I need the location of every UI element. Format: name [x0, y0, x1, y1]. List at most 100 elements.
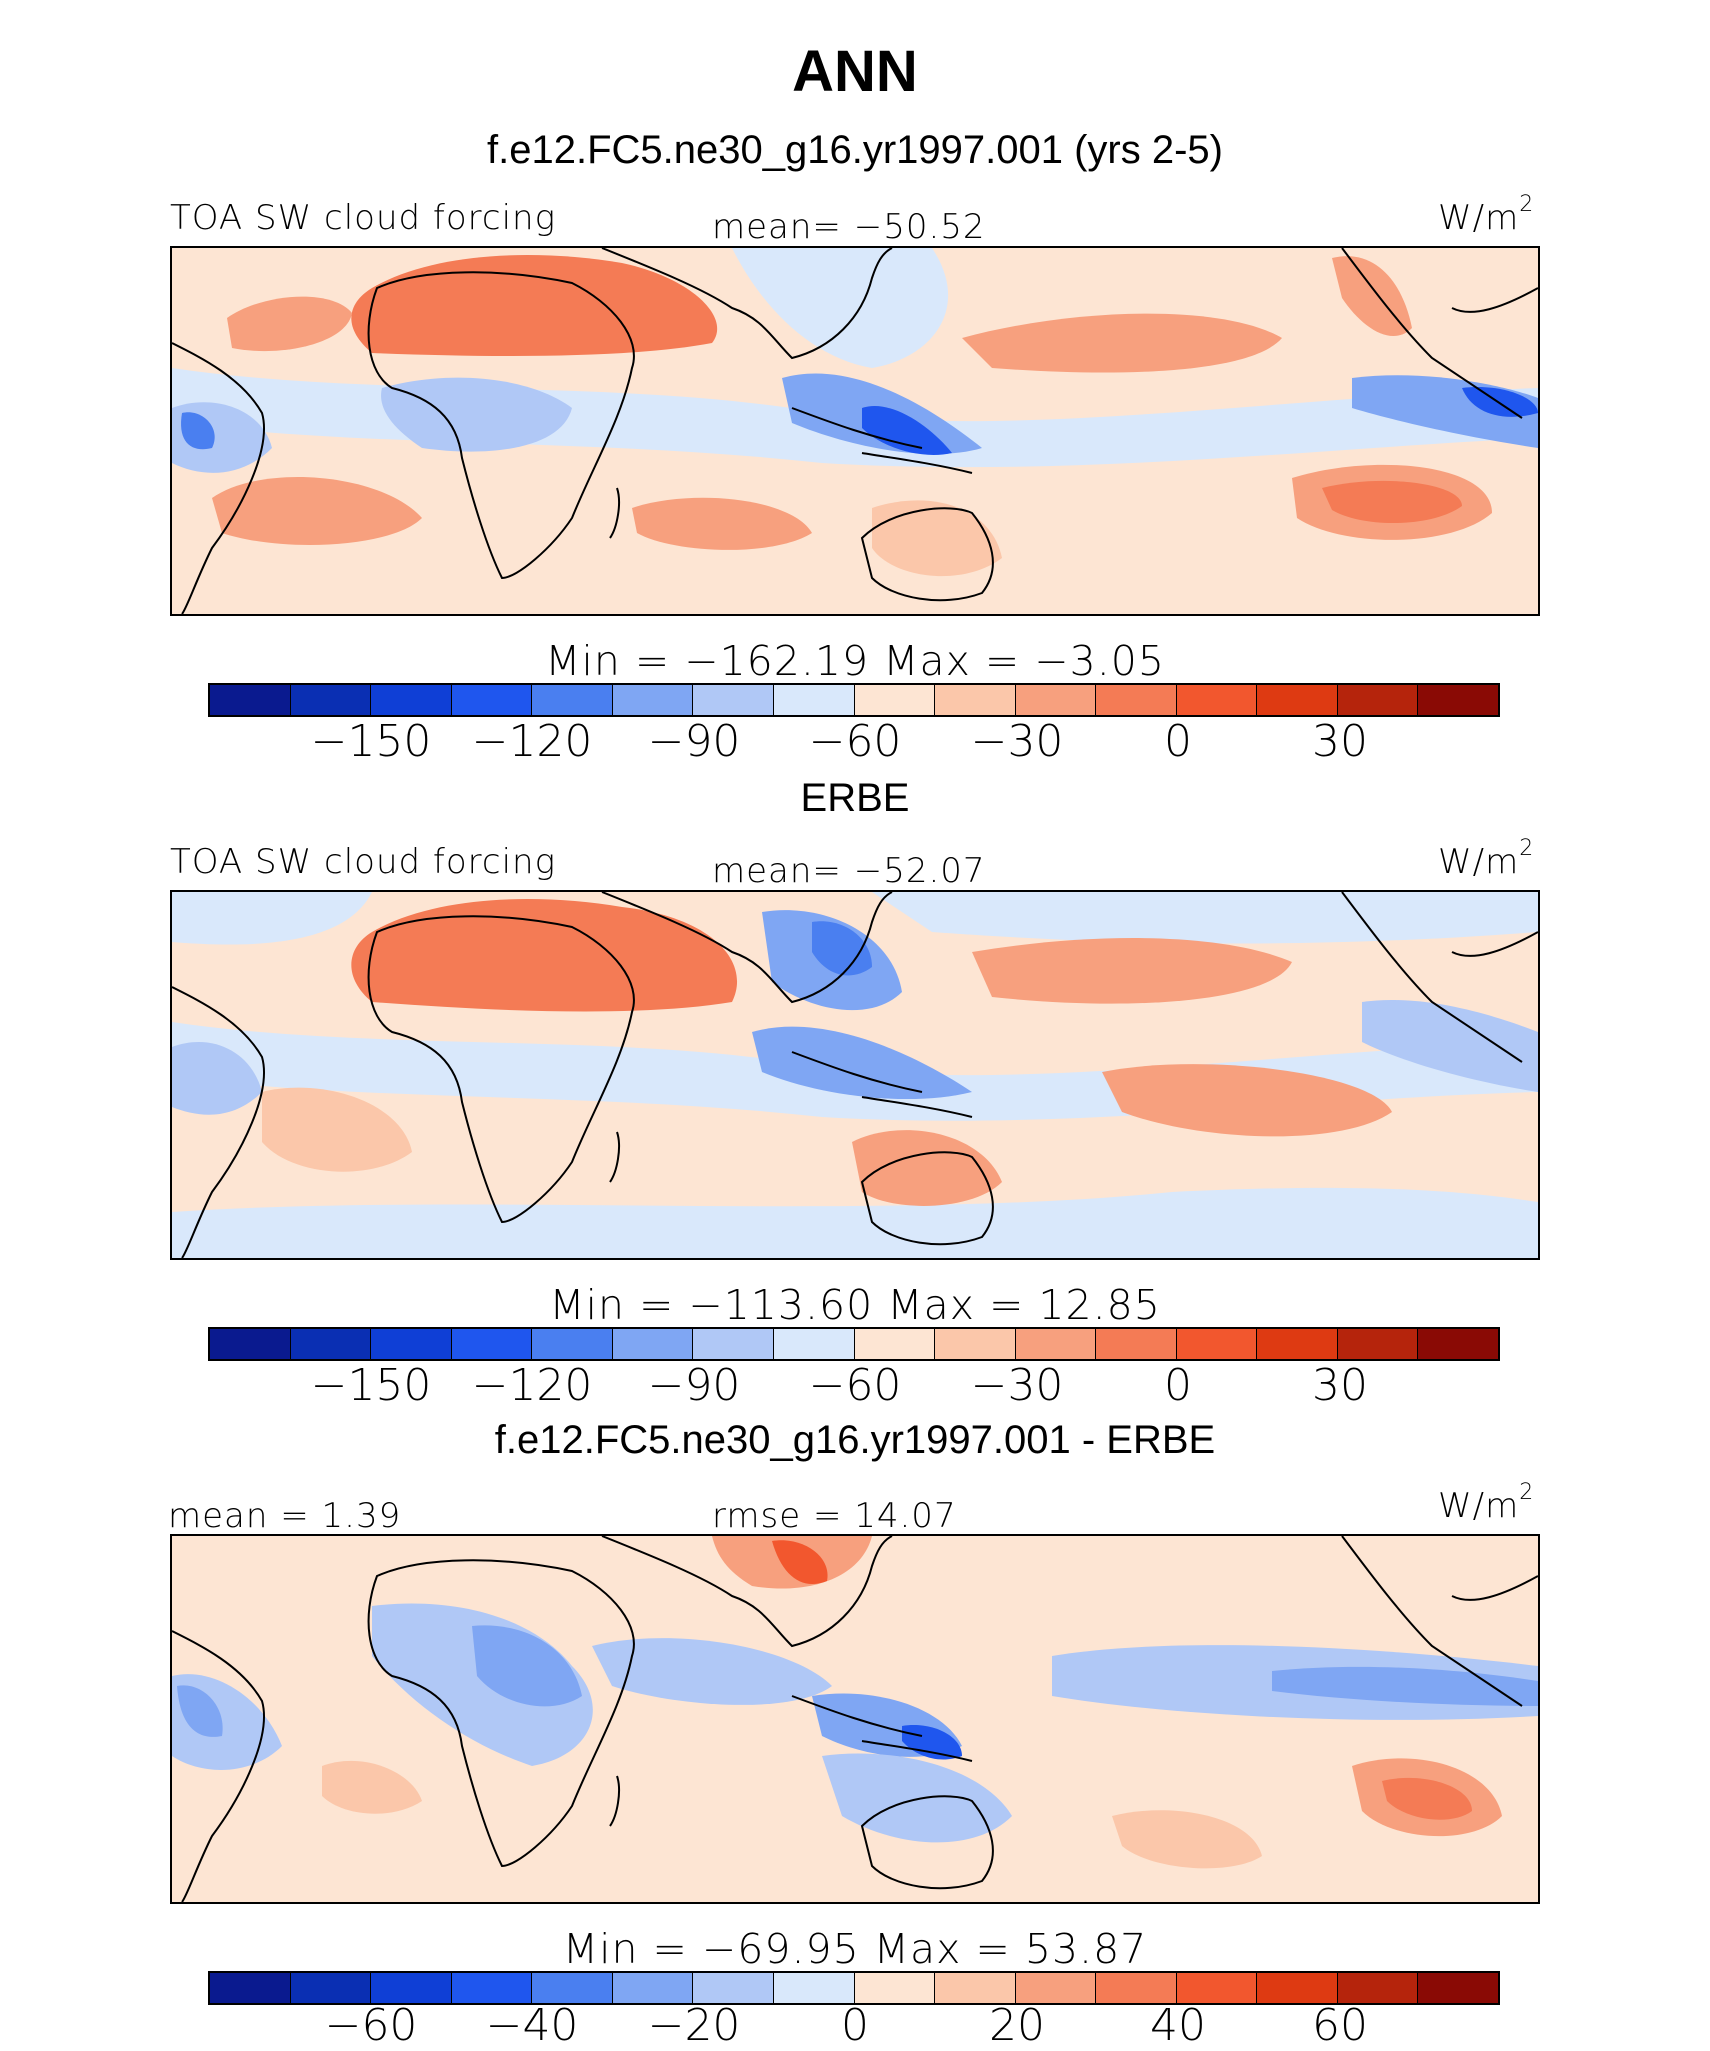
coastline-north-america: [1341, 892, 1538, 1063]
colorbar-tick-label: −120: [471, 716, 593, 767]
colorbar-box: [1257, 1973, 1338, 2003]
figure-title: ANN: [792, 39, 918, 104]
coastline-south-america: [172, 986, 265, 1258]
colorbar-box: [1418, 685, 1498, 715]
colorbar-box: [693, 685, 774, 715]
panel-3-units-label: W/m2: [1438, 1480, 1535, 1526]
panel-1-colorbar: [208, 683, 1500, 717]
coastline-madagascar: [609, 487, 620, 539]
panel-2-heading: ERBE: [800, 776, 910, 820]
colorbar-box: [773, 1973, 855, 2003]
contour-region: [592, 1638, 832, 1705]
contour-region: [962, 313, 1282, 373]
colorbar-tick-label: −120: [471, 1360, 593, 1411]
panel-2-minmax: Min = −113.60 Max = 12.85: [549, 1281, 1161, 1329]
coastline-indonesia: [791, 1051, 973, 1118]
colorbar-tick-label: 30: [1312, 716, 1368, 767]
panel-1-minmax: Min = −162.19 Max = −3.05: [545, 637, 1165, 685]
colorbar-box: [210, 685, 291, 715]
colorbar-box: [371, 685, 452, 715]
colorbar-box: [1015, 1973, 1097, 2003]
colorbar-box: [532, 685, 613, 715]
colorbar-box: [773, 685, 855, 715]
coastline-indonesia: [791, 407, 973, 474]
panel-2-colorbar: [208, 1327, 1500, 1361]
contour-region: [632, 497, 812, 550]
colorbar-tick-label: 60: [1312, 2000, 1368, 2051]
panel-1-heading: f.e12.FC5.ne30_g16.yr1997.001 (yrs 2-5): [487, 128, 1223, 172]
coastline-australia: [860, 1795, 994, 1890]
coastline-north-america: [1341, 1536, 1538, 1707]
colorbar-tick-label: −150: [310, 1360, 432, 1411]
colorbar-box: [290, 685, 372, 715]
colorbar-tick-label: −30: [970, 716, 1064, 767]
contour-region: [172, 892, 372, 945]
colorbar-box: [451, 1329, 533, 1359]
colorbar-tick-label: 40: [1150, 2000, 1206, 2051]
panel-3-heading: f.e12.FC5.ne30_g16.yr1997.001 - ERBE: [494, 1418, 1216, 1462]
colorbar-box: [935, 685, 1016, 715]
panel-3-minmax: Min = −69.95 Max = 53.87: [562, 1925, 1148, 1973]
contour-region: [212, 476, 422, 545]
colorbar-box: [935, 1973, 1016, 2003]
panel-3-colorbar: [208, 1971, 1500, 2005]
contour-region: [172, 1187, 1538, 1258]
contour-region: [1332, 256, 1412, 337]
panel-1-map: [170, 246, 1540, 616]
contour-region: [381, 377, 572, 452]
coastline-south-america: [172, 342, 265, 614]
colorbar-tick-label: −60: [808, 716, 902, 767]
colorbar-tick-label: −60: [324, 2000, 418, 2051]
colorbar-box: [451, 1973, 533, 2003]
coastline-africa: [367, 915, 635, 1224]
colorbar-box: [612, 1329, 694, 1359]
contour-region: [1322, 480, 1462, 524]
colorbar-box: [854, 1329, 936, 1359]
coastline-australia: [860, 507, 994, 602]
colorbar-box: [1337, 1329, 1419, 1359]
coastline-africa: [367, 1559, 635, 1868]
contour-region: [1462, 387, 1538, 417]
colorbar-tick-label: −20: [647, 2000, 741, 2051]
colorbar-box: [290, 1329, 372, 1359]
colorbar-box: [1096, 685, 1177, 715]
colorbar-box: [693, 1973, 774, 2003]
colorbar-box: [1337, 685, 1419, 715]
coastline-asia: [601, 248, 893, 360]
colorbar-box: [1176, 1329, 1258, 1359]
panel-2-variable-label: TOA SW cloud forcing: [170, 842, 556, 882]
colorbar-box: [371, 1329, 452, 1359]
colorbar-box: [1176, 685, 1258, 715]
colorbar-box: [1096, 1329, 1177, 1359]
panel-1-variable-label: TOA SW cloud forcing: [170, 198, 556, 238]
colorbar-box: [1096, 1973, 1177, 2003]
colorbar-box: [1257, 1329, 1338, 1359]
contour-region: [852, 1130, 1002, 1206]
coastline-africa: [367, 271, 635, 580]
coastline-north-america: [1341, 248, 1538, 419]
colorbar-tick-label: 30: [1312, 1360, 1368, 1411]
panel-1-mean-label: mean= −50.52: [712, 207, 986, 247]
panel-3-rmse-label: rmse = 14.07: [712, 1496, 957, 1536]
panel-1-units-label: W/m2: [1438, 192, 1535, 238]
panel-3-map: [170, 1534, 1540, 1904]
colorbar-box: [532, 1973, 613, 2003]
colorbar-box: [210, 1973, 291, 2003]
colorbar-box: [612, 1973, 694, 2003]
colorbar-box: [773, 1329, 855, 1359]
colorbar-box: [1176, 1973, 1258, 2003]
contour-region: [1272, 1666, 1538, 1706]
colorbar-box: [210, 1329, 291, 1359]
contour-region: [172, 1042, 262, 1115]
colorbar-tick-label: −90: [647, 1360, 741, 1411]
colorbar-box: [1418, 1329, 1498, 1359]
colorbar-box: [1257, 685, 1338, 715]
contour-region: [902, 1725, 962, 1760]
coastline-asia: [601, 1536, 893, 1648]
colorbar-box: [1337, 1973, 1419, 2003]
panel-2-units-label: W/m2: [1438, 836, 1535, 882]
contour-region: [351, 899, 738, 1012]
contour-region: [1382, 1777, 1472, 1820]
contour-region: [772, 1540, 828, 1585]
colorbar-box: [1015, 685, 1097, 715]
